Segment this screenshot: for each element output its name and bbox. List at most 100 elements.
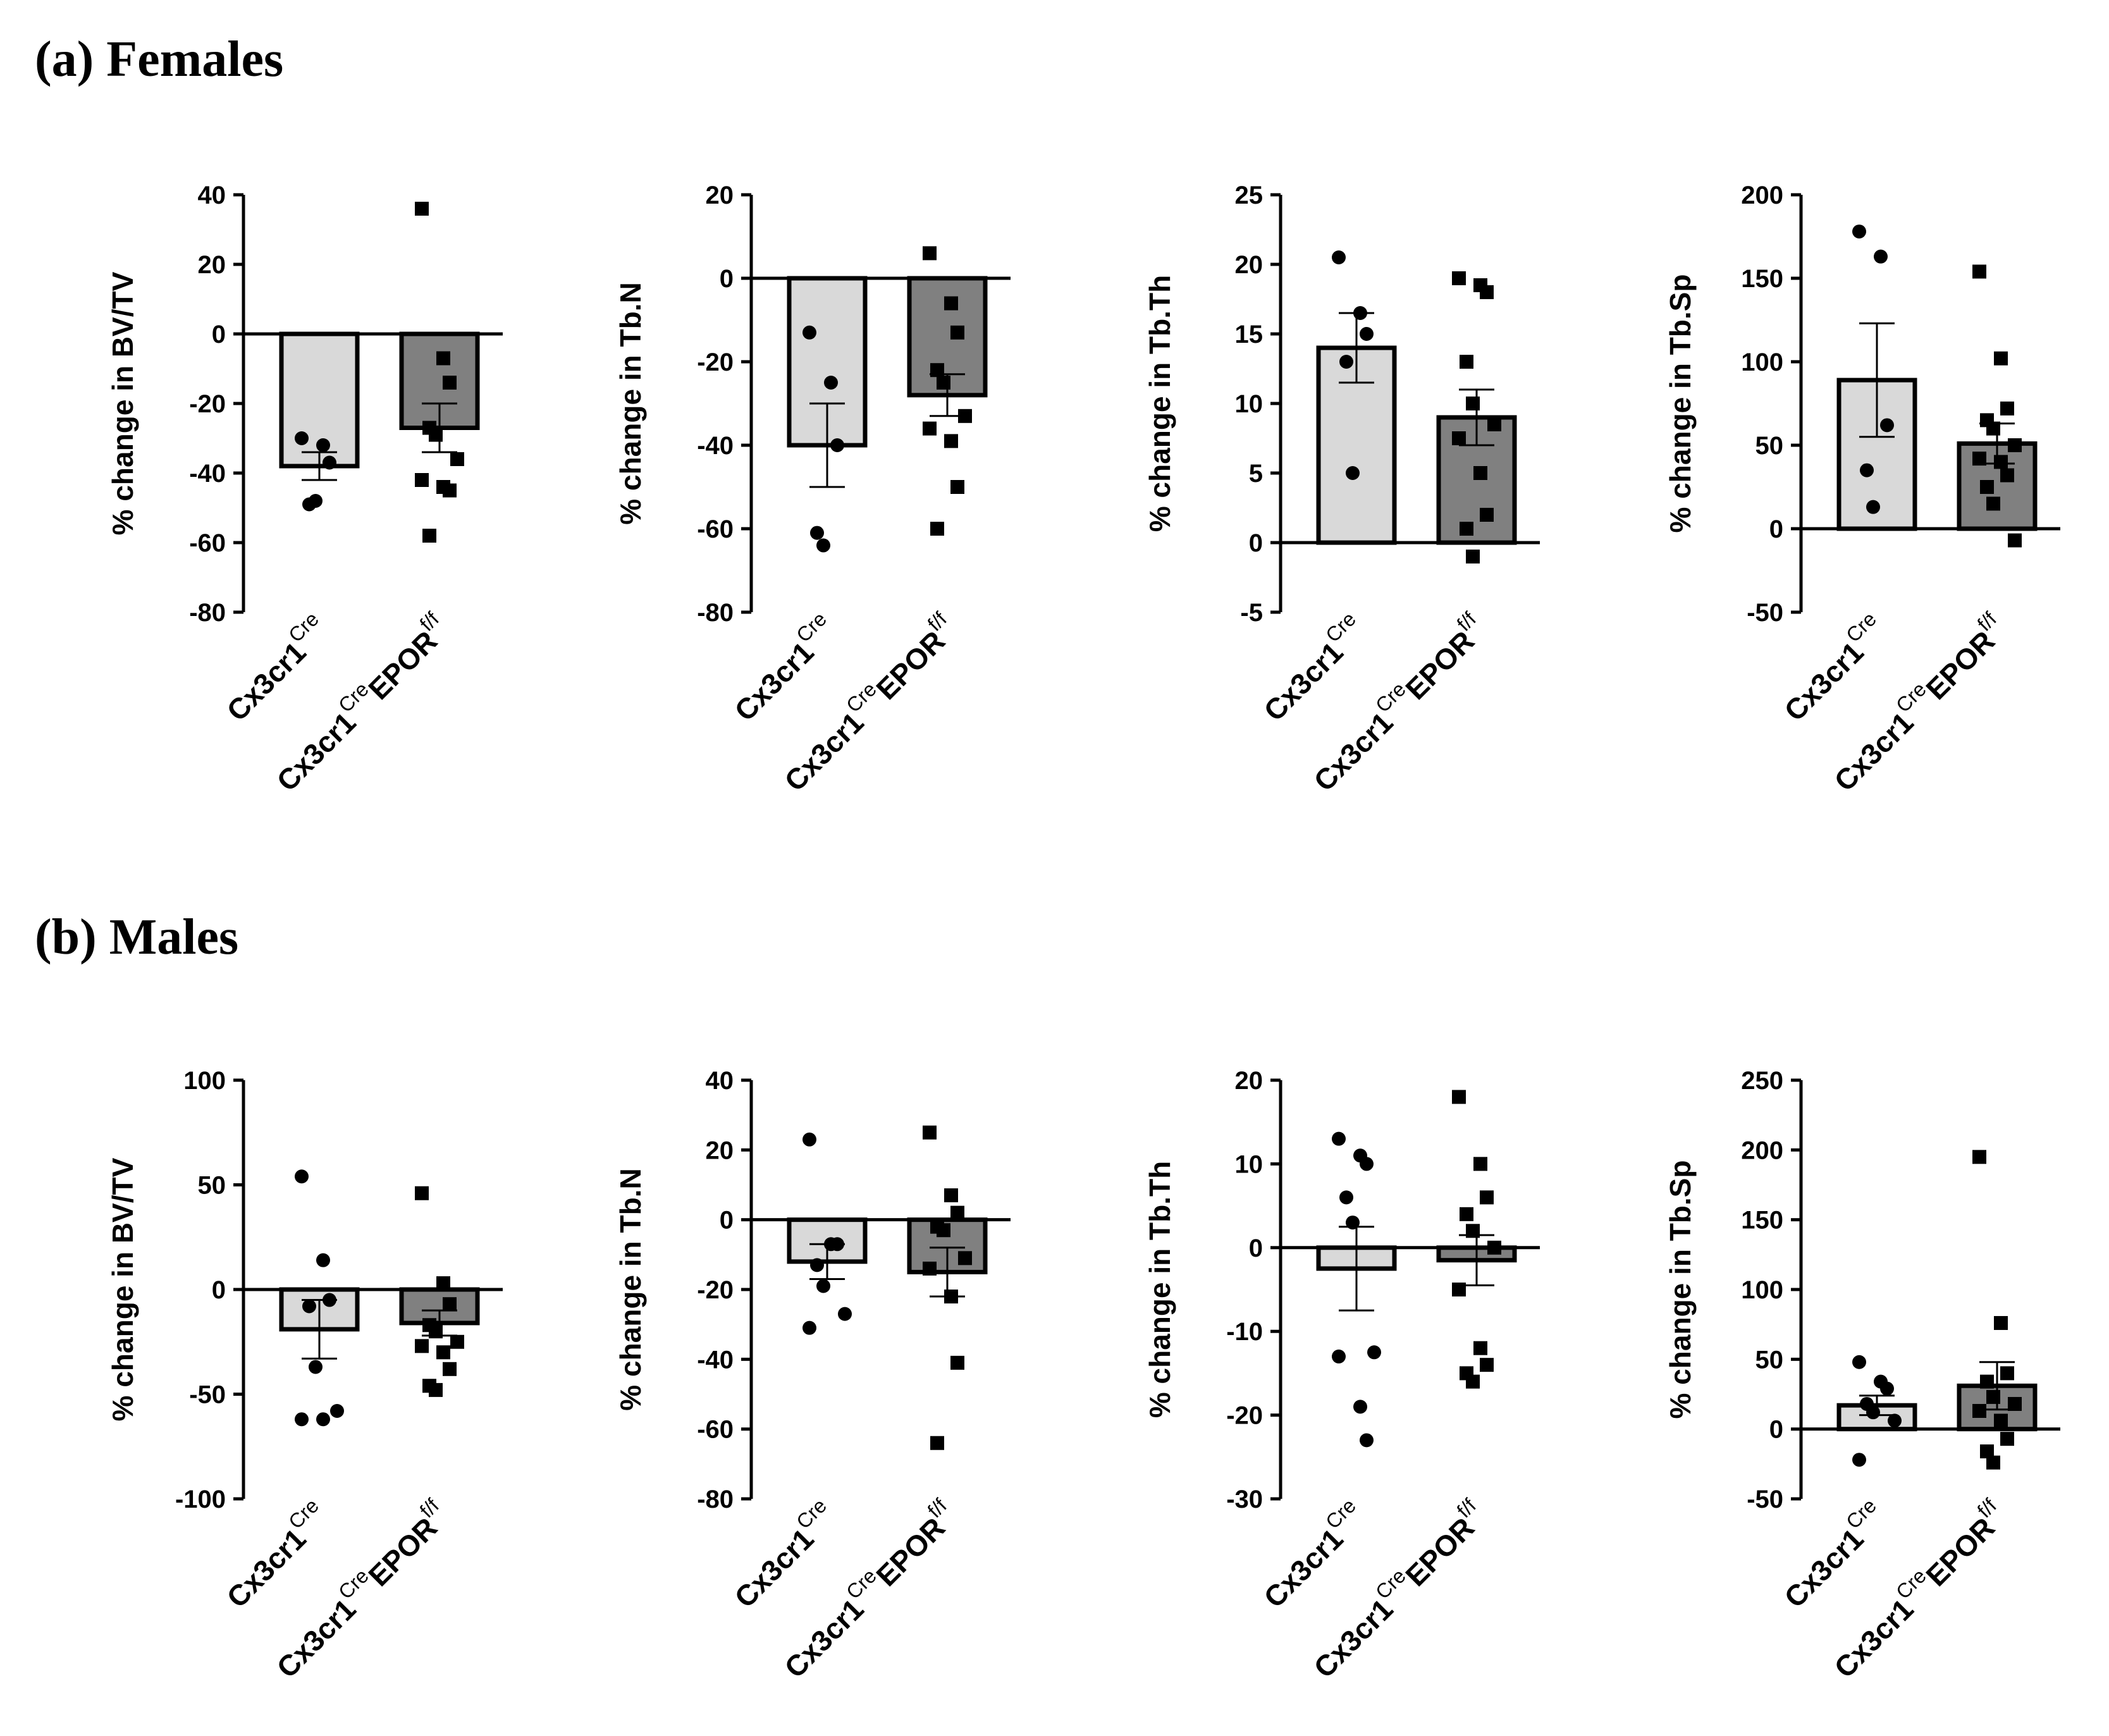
p4-y-axis-title: % change in BV/TV bbox=[106, 1157, 139, 1421]
p7-category-label-0: Cx3cr1Cre bbox=[1773, 1494, 1893, 1615]
chart-female-bvtv: 40 20 0 -20 -40 -60 -80 % change in BV/TV Cx3cr1… bbox=[106, 182, 503, 797]
p7-point-1-10 bbox=[1986, 1455, 2000, 1470]
p3-point-1-7 bbox=[1994, 455, 2008, 469]
section-title-males: (b) Males bbox=[35, 909, 238, 965]
p4-ytick-label-1: 50 bbox=[198, 1172, 226, 1200]
p7-point-0-6 bbox=[1852, 1453, 1866, 1467]
p1-point-0-4 bbox=[816, 538, 830, 553]
p3-category-label-0: Cx3cr1Cre bbox=[1773, 608, 1893, 728]
p0-category-label-0: Cx3cr1Cre bbox=[216, 608, 336, 728]
chart-female-tbsp: 200 150 100 50 0 -50 % change in Tb.Sp Cx3cr1Cr… bbox=[1664, 182, 2060, 797]
p6-point-1-10 bbox=[1466, 1374, 1480, 1389]
p6-ytick-label-1: 10 bbox=[1235, 1150, 1264, 1178]
p7-point-1-2 bbox=[2000, 1366, 2014, 1381]
p6-point-0-5 bbox=[1367, 1345, 1381, 1360]
p3-point-1-8 bbox=[2000, 468, 2014, 483]
p5-ytick-label-4: -40 bbox=[697, 1346, 734, 1374]
p7-point-1-6 bbox=[1972, 1403, 1986, 1418]
p4-point-1-0 bbox=[415, 1186, 429, 1200]
p5-point-1-8 bbox=[950, 1355, 964, 1370]
p2-category-label-0: Cx3cr1Cre bbox=[1253, 608, 1373, 728]
p5-point-1-1 bbox=[944, 1188, 958, 1203]
p6-point-0-2 bbox=[1360, 1157, 1374, 1171]
p3-point-1-11 bbox=[2008, 533, 2022, 548]
p6-y-axis-title: % change in Tb.Th bbox=[1143, 1161, 1176, 1418]
p1-point-1-0 bbox=[923, 246, 937, 261]
p7-ytick-label-1: 200 bbox=[1741, 1136, 1783, 1164]
p2-point-1-2 bbox=[1480, 285, 1494, 299]
p7-point-1-1 bbox=[1994, 1315, 2008, 1330]
p7-ytick-label-5: 0 bbox=[1769, 1416, 1783, 1444]
p1-point-1-4 bbox=[937, 376, 950, 390]
p2-point-1-4 bbox=[1466, 397, 1480, 410]
p2-ytick-label-3: 10 bbox=[1235, 390, 1264, 418]
p1-ytick-label-3: -40 bbox=[697, 432, 734, 460]
p7-point-1-4 bbox=[1986, 1389, 2000, 1404]
p2-point-1-10 bbox=[1466, 550, 1480, 563]
p2-point-1-8 bbox=[1480, 508, 1494, 522]
p1-point-1-9 bbox=[930, 522, 944, 536]
p5-ytick-label-1: 20 bbox=[706, 1136, 734, 1164]
p5-point-0-6 bbox=[802, 1320, 816, 1335]
p7-point-1-3 bbox=[1980, 1374, 1994, 1389]
p0-point-0-0 bbox=[295, 431, 309, 445]
p4-point-0-0 bbox=[295, 1169, 309, 1184]
p6-point-1-1 bbox=[1473, 1157, 1487, 1171]
p6-ytick-label-0: 20 bbox=[1235, 1067, 1264, 1095]
p2-ytick-label-6: -5 bbox=[1240, 599, 1263, 627]
chart-male-tbth: 20 10 0 -10 -20 -30 % change in Tb.Th Cx3cr1Cre… bbox=[1143, 1067, 1540, 1684]
p0-ytick-label-2: 0 bbox=[212, 321, 226, 348]
p3-point-0-4 bbox=[1866, 500, 1880, 514]
p1-point-0-0 bbox=[802, 325, 816, 340]
p1-ytick-label-0: 20 bbox=[706, 182, 734, 209]
p7-ytick-label-2: 150 bbox=[1741, 1207, 1783, 1234]
p7-ytick-label-6: -50 bbox=[1747, 1486, 1783, 1513]
p4-ytick-label-3: -50 bbox=[189, 1381, 226, 1409]
p6-point-0-6 bbox=[1332, 1349, 1346, 1364]
p5-point-1-2 bbox=[950, 1205, 964, 1220]
chart-female-tbn: 20 0 -20 -40 -60 -80 % change in Tb.N Cx3cr1Cre… bbox=[614, 182, 1011, 797]
p4-point-0-3 bbox=[302, 1299, 316, 1314]
p2-point-1-5 bbox=[1487, 417, 1501, 431]
p1-point-0-3 bbox=[810, 526, 824, 540]
p4-point-0-4 bbox=[309, 1360, 323, 1374]
p5-category-label-0: Cx3cr1Cre bbox=[723, 1494, 844, 1615]
p3-point-1-10 bbox=[1986, 496, 2000, 511]
p3-ytick-label-3: 50 bbox=[1755, 432, 1784, 460]
p3-point-1-0 bbox=[1972, 264, 1986, 279]
p0-point-1-2 bbox=[443, 376, 457, 390]
p6-point-0-7 bbox=[1353, 1400, 1367, 1414]
p4-point-1-6 bbox=[415, 1339, 429, 1353]
p4-point-1-2 bbox=[443, 1297, 457, 1312]
p5-point-1-5 bbox=[958, 1251, 972, 1265]
p2-point-1-9 bbox=[1460, 522, 1473, 536]
p6-point-0-0 bbox=[1332, 1131, 1346, 1146]
p2-point-0-0 bbox=[1332, 250, 1346, 264]
p2-y-axis-title: % change in Tb.Th bbox=[1143, 275, 1176, 532]
p7-point-0-4 bbox=[1866, 1405, 1880, 1420]
p1-point-1-1 bbox=[944, 296, 958, 311]
p7-point-0-5 bbox=[1888, 1413, 1902, 1428]
p6-point-1-8 bbox=[1480, 1358, 1494, 1372]
p3-point-0-2 bbox=[1880, 418, 1894, 433]
p3-point-0-1 bbox=[1874, 249, 1888, 264]
p5-point-1-6 bbox=[923, 1261, 937, 1276]
p6-ytick-label-2: 0 bbox=[1249, 1234, 1263, 1262]
p7-point-0-2 bbox=[1880, 1381, 1894, 1396]
p5-point-0-5 bbox=[838, 1307, 852, 1321]
chart-male-tbsp: 250 200 150 100 50 0 -50 % change in Tb.Sp Cx3cr… bbox=[1664, 1067, 2060, 1684]
p2-point-0-2 bbox=[1360, 327, 1374, 341]
p5-y-axis-title: % change in Tb.N bbox=[614, 1168, 647, 1410]
p7-point-1-9 bbox=[1980, 1444, 1994, 1458]
p1-point-0-1 bbox=[824, 376, 838, 390]
p2-point-1-6 bbox=[1452, 431, 1466, 445]
p0-point-1-6 bbox=[415, 473, 429, 487]
p6-point-0-8 bbox=[1360, 1433, 1374, 1448]
p0-point-1-0 bbox=[415, 202, 429, 216]
p7-ytick-label-3: 100 bbox=[1741, 1276, 1783, 1304]
p3-point-0-0 bbox=[1852, 225, 1866, 239]
p0-ytick-label-6: -80 bbox=[189, 599, 226, 627]
p4-point-0-1 bbox=[316, 1253, 330, 1267]
